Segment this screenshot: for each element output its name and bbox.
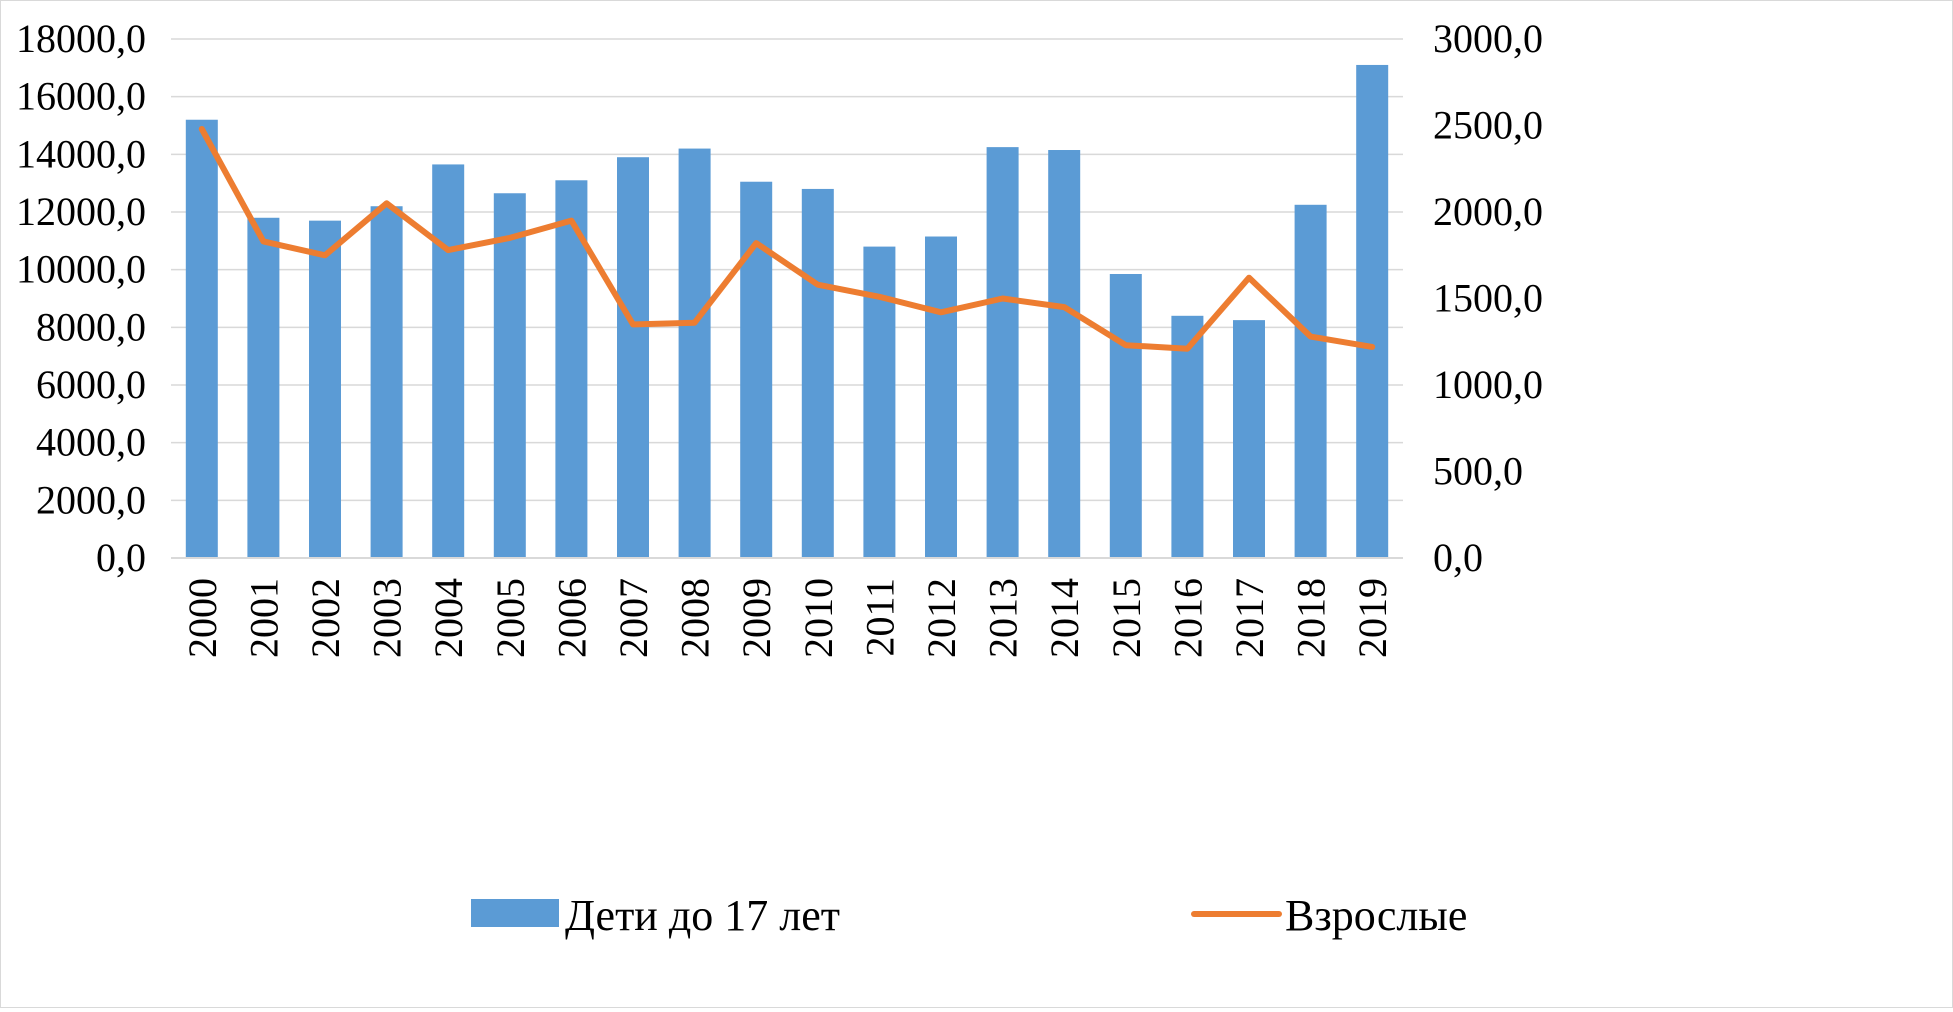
x-tick-label: 2010 [796, 578, 841, 658]
bar [247, 217, 280, 558]
bar [432, 164, 465, 559]
x-tick-label: 2009 [734, 578, 779, 658]
left-tick-label: 12000,0 [16, 189, 146, 234]
x-tick-label: 2019 [1350, 578, 1395, 658]
x-tick-label: 2002 [303, 578, 348, 658]
x-tick-label: 2011 [857, 578, 902, 657]
line-point [1310, 336, 1312, 338]
bar [1233, 320, 1265, 558]
x-tick-label: 2004 [426, 578, 471, 658]
bar [1294, 204, 1327, 558]
x-tick-label: 2012 [919, 578, 964, 658]
right-tick-label: 2000,0 [1433, 189, 1543, 234]
line-point [447, 249, 449, 251]
left-tick-label: 18000,0 [16, 16, 146, 61]
legend-label-adults: Взрослые [1285, 891, 1467, 940]
left-tick-label: 8000,0 [36, 304, 146, 349]
x-tick-label: 2001 [241, 578, 286, 658]
line-point [1186, 348, 1188, 350]
bar [801, 188, 834, 558]
bar [309, 220, 341, 558]
x-tick-label: 2016 [1165, 578, 1210, 658]
line-point [817, 284, 819, 286]
line-point [1371, 346, 1373, 348]
line-point [1063, 306, 1065, 308]
bar [986, 147, 1019, 558]
x-tick-label: 2017 [1227, 578, 1272, 658]
x-tick-label: 2007 [611, 578, 656, 658]
bar [1109, 273, 1142, 558]
bar-series-children [185, 64, 1389, 559]
line-series-adults [198, 126, 1376, 352]
line-point [878, 296, 880, 298]
x-tick-label: 2008 [673, 578, 718, 658]
line-point [940, 311, 942, 313]
line-point [201, 128, 203, 130]
x-tick-label: 2015 [1104, 578, 1149, 658]
x-tick-label: 2013 [981, 578, 1026, 658]
bar [925, 236, 957, 558]
right-tick-label: 1000,0 [1433, 362, 1543, 407]
x-axis-ticks: 2000 2001 2002 2003 2004 2005 2006 2007 2008 2009… [180, 578, 1395, 658]
left-tick-label: 10000,0 [16, 247, 146, 292]
line-point [1125, 344, 1127, 346]
line-point [755, 242, 757, 244]
right-tick-label: 0,0 [1433, 535, 1483, 580]
bar [493, 193, 526, 558]
bar [678, 148, 711, 559]
bar [617, 157, 649, 558]
x-tick-label: 2018 [1289, 578, 1334, 658]
left-axis-ticks: 0,0 2000,0 4000,0 6000,0 8000,0 10000,0 12000,… [16, 16, 146, 580]
right-tick-label: 3000,0 [1433, 16, 1543, 61]
bar [740, 181, 773, 558]
right-tick-label: 1500,0 [1433, 276, 1543, 321]
line-path [198, 126, 1376, 352]
line-point [1002, 298, 1004, 299]
line-point [262, 240, 264, 242]
line-point [509, 237, 511, 239]
line-point [1248, 277, 1250, 279]
line-point [386, 202, 388, 204]
bar [1048, 150, 1081, 558]
right-tick-label: 2500,0 [1433, 103, 1543, 148]
bar [370, 206, 403, 558]
bar [1356, 64, 1389, 558]
legend-swatch-children [471, 899, 559, 927]
x-tick-label: 2000 [180, 578, 225, 658]
bar [1171, 315, 1204, 558]
gridlines [171, 38, 1403, 502]
left-tick-label: 2000,0 [36, 477, 146, 522]
right-tick-label: 500,0 [1433, 449, 1523, 494]
legend: Дети до 17 лет Взрослые [471, 891, 1467, 940]
x-tick-label: 2014 [1042, 578, 1087, 658]
legend-label-children: Дети до 17 лет [565, 891, 840, 940]
line-point [694, 322, 696, 324]
x-tick-label: 2005 [488, 578, 533, 658]
left-tick-label: 16000,0 [16, 74, 146, 119]
line-point [324, 254, 326, 256]
line-point [570, 220, 572, 222]
left-tick-label: 4000,0 [36, 420, 146, 465]
left-tick-label: 6000,0 [36, 362, 146, 407]
bar [185, 119, 218, 558]
left-tick-label: 14000,0 [16, 131, 146, 176]
right-axis-ticks: 0,0 500,0 1000,0 1500,0 2000,0 2500,0 3000,0 [1433, 16, 1543, 580]
left-tick-label: 0,0 [96, 535, 146, 580]
x-tick-label: 2006 [549, 578, 594, 658]
line-point [632, 323, 634, 325]
x-tick-label: 2003 [365, 578, 410, 658]
